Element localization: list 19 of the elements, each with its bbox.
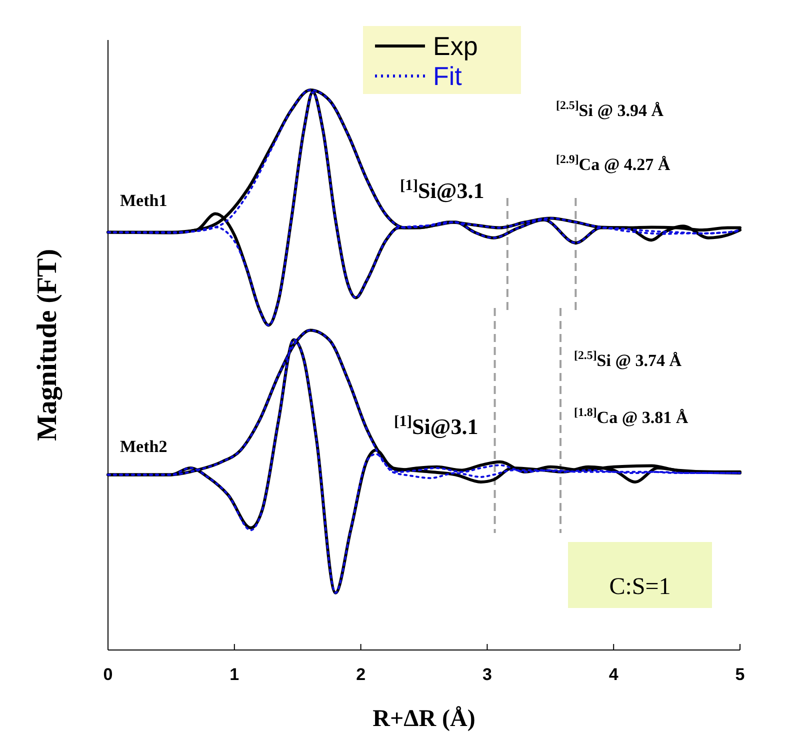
annotation: $^{[1.8]}$Ca @ 3.81 Å [574, 405, 689, 427]
legend-label: Exp [433, 31, 478, 61]
x-tick-label: 3 [482, 665, 492, 684]
annotation: C:S=1 [609, 574, 671, 600]
annotation: Meth2 [120, 437, 168, 456]
annotation: Meth1 [120, 191, 168, 210]
x-tick-label: 0 [103, 665, 113, 684]
legend-label: Fit [433, 61, 463, 91]
annotation: $^{[2.5]}$Si @ 3.94 Å [556, 98, 664, 120]
annotation: $^{[1]}$Si@3.1 [400, 176, 484, 203]
x-axis-title: R+ΔR (Å) [372, 706, 476, 732]
x-tick-label: 5 [735, 665, 745, 684]
x-tick-label: 1 [230, 665, 240, 684]
x-tick-label: 2 [356, 665, 366, 684]
annotation: $^{[2.9]}$Ca @ 4.27 Å [556, 152, 671, 174]
y-axis-title: Magnitude (FT) [32, 248, 63, 442]
annotation: $^{[1]}$Si@3.1 [394, 412, 478, 439]
annotation: $^{[2.5]}$Si @ 3.74 Å [574, 348, 682, 370]
x-tick-label: 4 [608, 665, 619, 684]
